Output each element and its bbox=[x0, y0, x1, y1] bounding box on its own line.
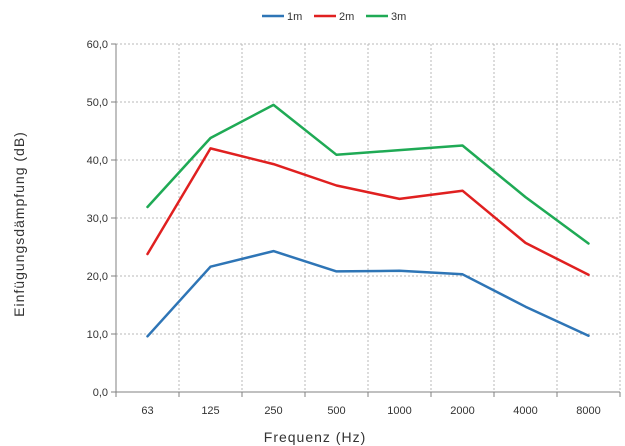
legend: 1m 2m 3m bbox=[262, 11, 406, 23]
x-tick-label: 1000 bbox=[387, 405, 411, 417]
y-tick-label: 50,0 bbox=[87, 97, 108, 109]
x-axis-title: Frequenz (Hz) bbox=[264, 429, 366, 445]
grid bbox=[116, 43, 621, 392]
x-tick-label: 2000 bbox=[450, 405, 474, 417]
y-axis-title: Einfügungsdämpfung (dB) bbox=[11, 131, 27, 317]
y-tick-label: 20,0 bbox=[87, 271, 108, 283]
y-tick-label: 30,0 bbox=[87, 213, 108, 225]
y-tick-label: 10,0 bbox=[87, 329, 108, 341]
axes bbox=[111, 43, 621, 397]
y-tick-label: 40,0 bbox=[87, 155, 108, 167]
series-line-1m bbox=[146, 249, 590, 338]
legend-label-3m: 3m bbox=[391, 11, 406, 23]
legend-label-2m: 2m bbox=[339, 11, 354, 23]
series-line-3m bbox=[146, 103, 590, 245]
series-line-2m bbox=[146, 147, 590, 277]
y-tick-labels: 0,0 10,0 20,0 30,0 40,0 50,0 60,0 bbox=[87, 39, 108, 399]
legend-label-1m: 1m bbox=[287, 11, 302, 23]
y-tick-label: 60,0 bbox=[87, 39, 108, 51]
x-tick-label: 4000 bbox=[513, 405, 537, 417]
x-tick-label: 500 bbox=[327, 405, 345, 417]
x-tick-label: 63 bbox=[141, 405, 153, 417]
x-tick-label: 125 bbox=[201, 405, 219, 417]
x-tick-label: 250 bbox=[264, 405, 282, 417]
x-tick-labels: 63 125 250 500 1000 2000 4000 8000 bbox=[141, 405, 600, 417]
x-tick-label: 8000 bbox=[576, 405, 600, 417]
series-lines bbox=[146, 103, 590, 338]
y-tick-label: 0,0 bbox=[93, 387, 108, 399]
